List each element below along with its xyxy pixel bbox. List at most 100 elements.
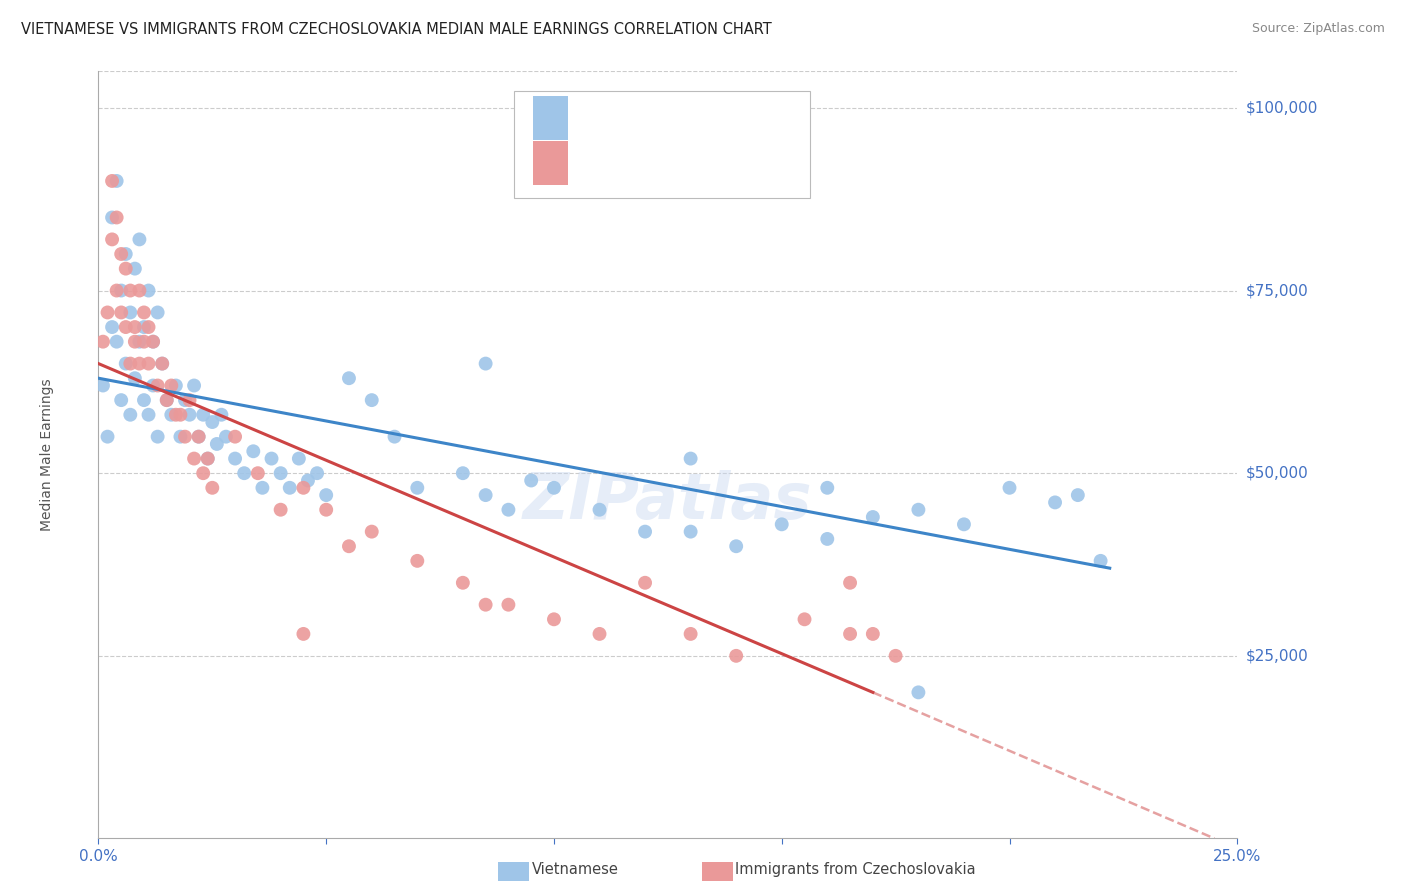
Point [110, 284, 132, 298]
Point [174, 430, 197, 444]
Point [233, 466, 256, 480]
FancyBboxPatch shape [515, 91, 810, 198]
Point [907, 502, 929, 516]
Point [307, 466, 329, 480]
Point [815, 532, 838, 546]
Point [120, 305, 142, 319]
Point [679, 627, 702, 641]
Point [150, 357, 173, 371]
Point [124, 334, 146, 349]
Point [150, 357, 173, 371]
Point [679, 524, 702, 539]
Point [360, 393, 382, 408]
Point [138, 408, 160, 422]
Point [138, 320, 160, 334]
Point [337, 371, 360, 385]
Point [634, 524, 657, 539]
Point [201, 481, 224, 495]
Point [142, 334, 165, 349]
Point [160, 408, 183, 422]
Text: N =: N = [709, 154, 745, 172]
Point [384, 430, 406, 444]
Point [105, 334, 128, 349]
Point [260, 451, 283, 466]
Point [91, 334, 114, 349]
Point [105, 174, 128, 188]
Point [815, 481, 838, 495]
Text: $75,000: $75,000 [1246, 283, 1309, 298]
Text: Median Male Earnings: Median Male Earnings [41, 378, 55, 532]
Point [205, 437, 228, 451]
Point [201, 415, 224, 429]
Point [451, 575, 474, 590]
Point [197, 451, 219, 466]
Point [498, 598, 520, 612]
Point [862, 510, 884, 524]
Point [132, 334, 155, 349]
Point [315, 488, 337, 502]
Point [292, 481, 315, 495]
Point [187, 430, 209, 444]
Point [138, 357, 160, 371]
Point [132, 320, 155, 334]
Point [907, 685, 929, 699]
Point [110, 393, 132, 408]
Point [138, 284, 160, 298]
Point [588, 502, 610, 516]
Text: Immigrants from Czechoslovakia: Immigrants from Czechoslovakia [735, 863, 976, 877]
Point [315, 502, 337, 516]
Text: R =: R = [583, 154, 620, 172]
Point [278, 481, 301, 495]
Text: -0.289: -0.289 [627, 109, 686, 128]
Point [165, 408, 187, 422]
Point [91, 378, 114, 392]
Point [1090, 554, 1112, 568]
Point [120, 284, 142, 298]
Point [110, 247, 132, 261]
Point [169, 430, 191, 444]
Text: $100,000: $100,000 [1246, 101, 1317, 115]
Text: VIETNAMESE VS IMMIGRANTS FROM CZECHOSLOVAKIA MEDIAN MALE EARNINGS CORRELATION CH: VIETNAMESE VS IMMIGRANTS FROM CZECHOSLOV… [21, 22, 772, 37]
Point [142, 334, 165, 349]
Text: $25,000: $25,000 [1246, 648, 1309, 664]
Point [128, 357, 150, 371]
Point [246, 466, 269, 480]
Point [156, 393, 179, 408]
Point [224, 430, 246, 444]
Point [156, 393, 179, 408]
Point [128, 232, 150, 246]
Point [105, 211, 128, 225]
Text: 76: 76 [752, 109, 775, 128]
Point [543, 481, 565, 495]
Point [179, 393, 201, 408]
Point [498, 502, 520, 516]
Point [252, 481, 274, 495]
Point [96, 430, 118, 444]
Text: $50,000: $50,000 [1246, 466, 1309, 481]
Point [839, 627, 862, 641]
Text: Vietnamese: Vietnamese [531, 863, 619, 877]
Point [96, 305, 118, 319]
Point [998, 481, 1021, 495]
Point [288, 451, 311, 466]
Text: -0.440: -0.440 [627, 154, 686, 172]
Point [128, 334, 150, 349]
Point [337, 539, 360, 553]
Point [101, 232, 124, 246]
Point [224, 451, 246, 466]
Point [793, 612, 815, 626]
Point [101, 320, 124, 334]
Point [128, 284, 150, 298]
Point [101, 211, 124, 225]
Point [520, 474, 543, 488]
Point [183, 451, 205, 466]
Point [146, 430, 169, 444]
Text: ZIPatlas: ZIPatlas [523, 470, 813, 532]
Point [406, 554, 429, 568]
Text: N =: N = [709, 109, 745, 128]
Point [132, 305, 155, 319]
Point [174, 393, 197, 408]
Point [725, 539, 748, 553]
Point [1067, 488, 1090, 502]
Point [1043, 495, 1066, 509]
